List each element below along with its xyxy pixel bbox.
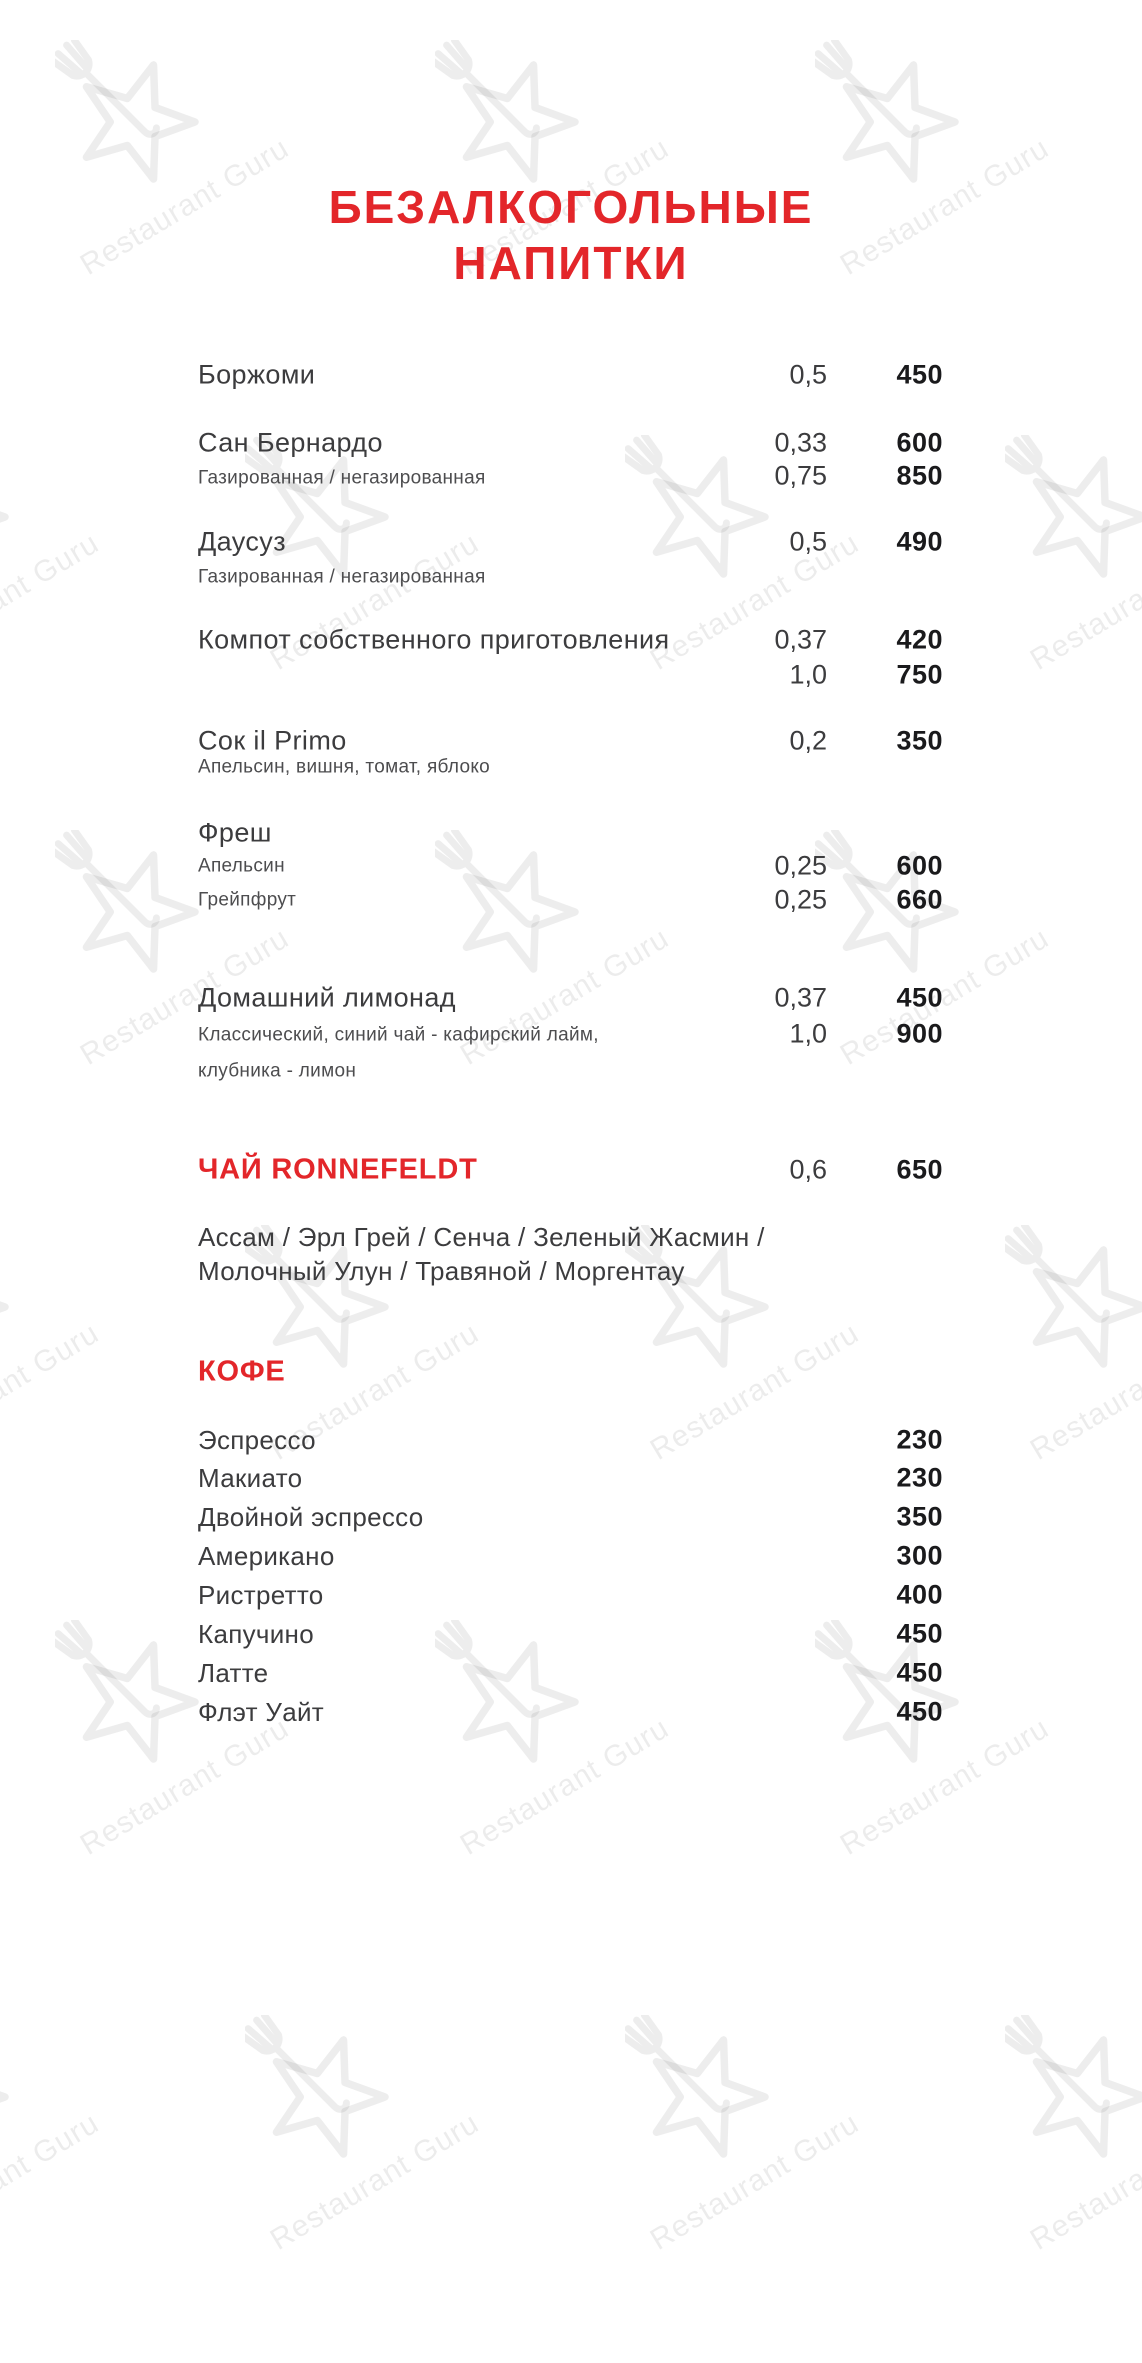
item-volume: 1,0	[789, 659, 827, 690]
coffee-item-price: 400	[896, 1579, 943, 1610]
tea-varieties-line: Молочный Улун / Травяной / Моргентау	[198, 1256, 685, 1286]
item-volume: 0,5	[789, 359, 827, 390]
coffee-item-name: Американо	[198, 1541, 335, 1571]
coffee-item-name: Эспрессо	[198, 1425, 316, 1455]
tea-volume: 0,6	[789, 1154, 827, 1185]
page-title-line-1: БЕЗАЛКОГОЛЬНЫЕ	[328, 181, 814, 233]
star-fork-icon	[239, 431, 389, 578]
item-name: Компот собственного приготовления	[198, 624, 670, 655]
item-name: Домашний лимонад	[198, 982, 456, 1013]
star-fork-icon	[239, 2011, 389, 2158]
item-price: 420	[896, 624, 943, 655]
coffee-item-name: Макиато	[198, 1463, 303, 1493]
tea-price: 650	[896, 1154, 943, 1185]
item-description: клубника - лимон	[198, 1060, 357, 1082]
item-price: 450	[896, 982, 943, 1013]
coffee-item-price: 230	[896, 1462, 943, 1493]
item-volume: 0,25	[774, 884, 827, 915]
star-fork-icon	[809, 1616, 959, 1763]
coffee-item-price: 300	[896, 1540, 943, 1571]
item-description: Газированная / негазированная	[198, 566, 486, 588]
section-header-tea: ЧАЙ RONNEFELDT	[198, 1153, 478, 1186]
item-price: 600	[896, 427, 943, 458]
star-fork-icon	[429, 36, 579, 183]
item-name: Сан Бернардо	[198, 427, 383, 458]
coffee-item-name: Двойной эспрессо	[198, 1502, 424, 1532]
item-price: 450	[896, 359, 943, 390]
coffee-item-price: 350	[896, 1501, 943, 1532]
item-price: 350	[896, 725, 943, 756]
star-fork-icon	[809, 36, 959, 183]
star-fork-icon	[619, 2011, 769, 2158]
star-fork-icon	[619, 431, 769, 578]
item-name: Фреш	[198, 817, 272, 848]
item-description: Апельсин	[198, 855, 285, 877]
item-volume: 1,0	[789, 1018, 827, 1049]
star-fork-icon	[809, 826, 959, 973]
item-price: 900	[896, 1018, 943, 1049]
section-header-coffee: КОФЕ	[198, 1355, 286, 1388]
item-volume: 0,37	[774, 624, 827, 655]
item-volume: 0,75	[774, 460, 827, 491]
coffee-item-price: 230	[896, 1424, 943, 1455]
item-volume: 0,25	[774, 850, 827, 881]
item-name: Боржоми	[198, 359, 316, 390]
star-fork-icon	[429, 826, 579, 973]
star-fork-icon	[49, 36, 199, 183]
item-name: Даусуз	[198, 526, 286, 557]
page-title-line-2: НАПИТКИ	[453, 237, 689, 289]
item-description: Классический, синий чай - кафирский лайм…	[198, 1024, 599, 1046]
coffee-item-price: 450	[896, 1696, 943, 1727]
coffee-item-price: 450	[896, 1618, 943, 1649]
item-description: Грейпфрут	[198, 889, 297, 911]
item-price: 850	[896, 460, 943, 491]
item-volume: 0,37	[774, 982, 827, 1013]
coffee-item-name: Ристретто	[198, 1580, 324, 1610]
item-price: 660	[896, 884, 943, 915]
item-description: Апельсин, вишня, томат, яблоко	[198, 756, 491, 778]
star-fork-icon	[429, 1616, 579, 1763]
item-volume: 0,33	[774, 427, 827, 458]
star-fork-icon	[49, 1616, 199, 1763]
star-fork-icon	[239, 1221, 389, 1368]
tea-varieties-line: Ассам / Эрл Грей / Сенча / Зеленый Жасми…	[198, 1222, 765, 1252]
item-price: 750	[896, 659, 943, 690]
coffee-item-price: 450	[896, 1657, 943, 1688]
coffee-item-name: Латте	[198, 1658, 269, 1688]
star-fork-icon	[999, 2011, 1142, 2158]
item-name: Сок il Primo	[198, 725, 347, 756]
star-fork-icon	[999, 1221, 1142, 1368]
item-volume: 0,2	[789, 725, 827, 756]
star-fork-icon	[999, 431, 1142, 578]
item-price: 490	[896, 526, 943, 557]
item-description: Газированная / негазированная	[198, 467, 486, 489]
item-volume: 0,5	[789, 526, 827, 557]
star-fork-icon	[49, 826, 199, 973]
star-fork-icon	[619, 1221, 769, 1368]
item-price: 600	[896, 850, 943, 881]
coffee-item-name: Капучино	[198, 1619, 314, 1649]
coffee-item-name: Флэт Уайт	[198, 1697, 325, 1727]
